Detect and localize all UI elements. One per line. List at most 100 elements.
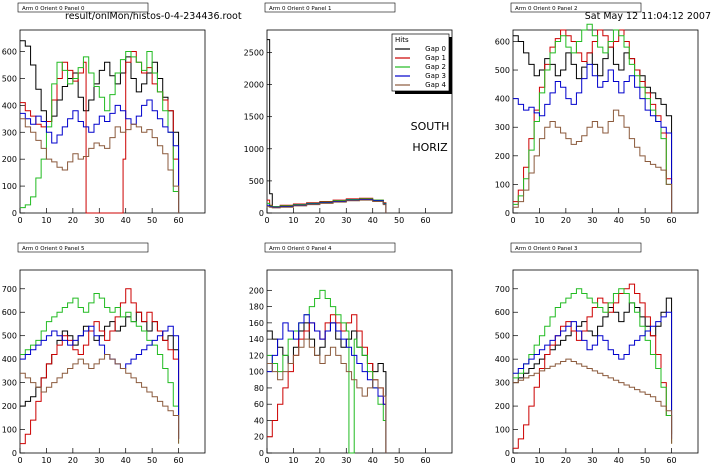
x-tick-label: 30 <box>587 216 597 225</box>
y-tick-label: 160 <box>249 319 264 328</box>
panel-title-box <box>17 2 149 13</box>
y-tick-label: 0 <box>259 449 264 458</box>
series-gap4 <box>513 358 673 444</box>
plot-frame <box>512 269 699 454</box>
series-gap3 <box>513 311 673 439</box>
x-tick-label: 50 <box>147 456 157 465</box>
x-tick-label: 50 <box>394 216 404 225</box>
y-tick-label: 600 <box>495 37 510 46</box>
series-gap2 <box>20 292 180 444</box>
x-tick-label: 60 <box>420 216 430 225</box>
panel-title-box <box>264 2 396 13</box>
series-gap2 <box>513 288 673 444</box>
x-tick-label: 0 <box>510 456 515 465</box>
panel-title-box <box>17 242 149 253</box>
x-tick-label: 40 <box>614 216 624 225</box>
x-tick-label: 50 <box>640 456 650 465</box>
y-tick-label: 2000 <box>244 81 264 90</box>
x-tick-label: 0 <box>17 216 22 225</box>
y-tick-label: 400 <box>2 101 17 110</box>
y-tick-label: 200 <box>495 402 510 411</box>
panel-4: Arm 0 Orient 0 Panel 4020406080100120140… <box>249 242 453 465</box>
y-tick-label: 80 <box>254 384 264 393</box>
y-tick-label: 2500 <box>244 48 264 57</box>
y-tick-label: 120 <box>249 351 264 360</box>
datetime-label: Sat May 12 11:04:12 2007 <box>585 11 711 22</box>
x-tick-label: 30 <box>341 216 351 225</box>
x-tick-label: 20 <box>315 216 325 225</box>
legend-entry: Gap 3 <box>425 72 446 80</box>
y-tick-label: 100 <box>495 180 510 189</box>
x-tick-label: 60 <box>173 216 183 225</box>
y-tick-label: 700 <box>2 285 17 294</box>
x-tick-label: 50 <box>147 216 157 225</box>
y-tick-label: 100 <box>249 368 264 377</box>
series-gap4 <box>20 353 180 444</box>
y-tick-label: 600 <box>495 308 510 317</box>
y-tick-label: 600 <box>2 308 17 317</box>
y-tick-label: 100 <box>2 182 17 191</box>
plot-frame <box>19 269 206 454</box>
panel-3: Arm 0 Orient 0 Panel 5010020030040050060… <box>2 242 206 465</box>
panel-title: Arm 0 Orient 0 Panel 1 <box>269 6 332 12</box>
series-gap2 <box>267 289 387 454</box>
panel-title: Arm 0 Orient 0 Panel 5 <box>22 246 85 252</box>
y-tick-label: 200 <box>495 152 510 161</box>
x-tick-label: 10 <box>288 216 298 225</box>
panel-1: Arm 0 Orient 0 Panel 1050010001500200025… <box>244 2 453 225</box>
y-tick-label: 0 <box>12 209 17 218</box>
y-tick-label: 300 <box>2 379 17 388</box>
plot-frame <box>266 29 453 214</box>
x-tick-label: 20 <box>315 456 325 465</box>
y-tick-label: 20 <box>254 433 264 442</box>
x-tick-label: 40 <box>368 456 378 465</box>
x-tick-label: 60 <box>173 456 183 465</box>
x-tick-label: 40 <box>121 216 131 225</box>
x-tick-label: 20 <box>68 216 78 225</box>
x-tick-label: 0 <box>510 216 515 225</box>
y-tick-label: 600 <box>2 48 17 57</box>
panel-title-box <box>510 2 642 13</box>
series-gap3 <box>20 325 180 439</box>
series-gap4 <box>267 199 387 213</box>
legend-entry: Gap 0 <box>425 45 446 53</box>
orientation-line2: HORIZ <box>412 141 448 154</box>
y-tick-label: 1500 <box>244 113 264 122</box>
y-tick-label: 300 <box>495 123 510 132</box>
y-tick-label: 400 <box>495 95 510 104</box>
y-tick-label: 300 <box>2 128 17 137</box>
y-tick-label: 200 <box>249 286 264 295</box>
legend-title: Hits <box>395 36 409 44</box>
x-tick-label: 30 <box>341 456 351 465</box>
x-tick-label: 40 <box>368 216 378 225</box>
x-tick-label: 40 <box>614 456 624 465</box>
x-tick-label: 10 <box>41 456 51 465</box>
y-tick-label: 700 <box>495 285 510 294</box>
y-tick-label: 0 <box>505 209 510 218</box>
x-tick-label: 0 <box>17 456 22 465</box>
x-tick-label: 50 <box>640 216 650 225</box>
panel-title: Arm 0 Orient 0 Panel 3 <box>515 246 578 252</box>
y-tick-label: 300 <box>495 379 510 388</box>
plot-frame <box>512 29 699 214</box>
panel-title: Arm 0 Orient 0 Panel 4 <box>269 246 332 252</box>
legend-entry: Gap 4 <box>425 81 446 89</box>
series-gap3 <box>513 63 673 213</box>
x-tick-label: 0 <box>264 216 269 225</box>
panel-2: Arm 0 Orient 0 Panel 2010020030040050060… <box>495 2 699 225</box>
y-tick-label: 200 <box>2 155 17 164</box>
series-gap4 <box>513 109 673 213</box>
panel-title-box <box>510 242 642 253</box>
series-gap1 <box>20 288 180 445</box>
y-tick-label: 60 <box>254 400 264 409</box>
x-tick-label: 40 <box>121 456 131 465</box>
series-gap0 <box>267 39 387 213</box>
x-tick-label: 60 <box>666 456 676 465</box>
y-tick-label: 40 <box>254 416 264 425</box>
y-tick-label: 100 <box>495 426 510 435</box>
series-gap3 <box>267 314 387 453</box>
x-tick-label: 10 <box>41 216 51 225</box>
x-tick-label: 20 <box>68 456 78 465</box>
y-tick-label: 400 <box>2 355 17 364</box>
